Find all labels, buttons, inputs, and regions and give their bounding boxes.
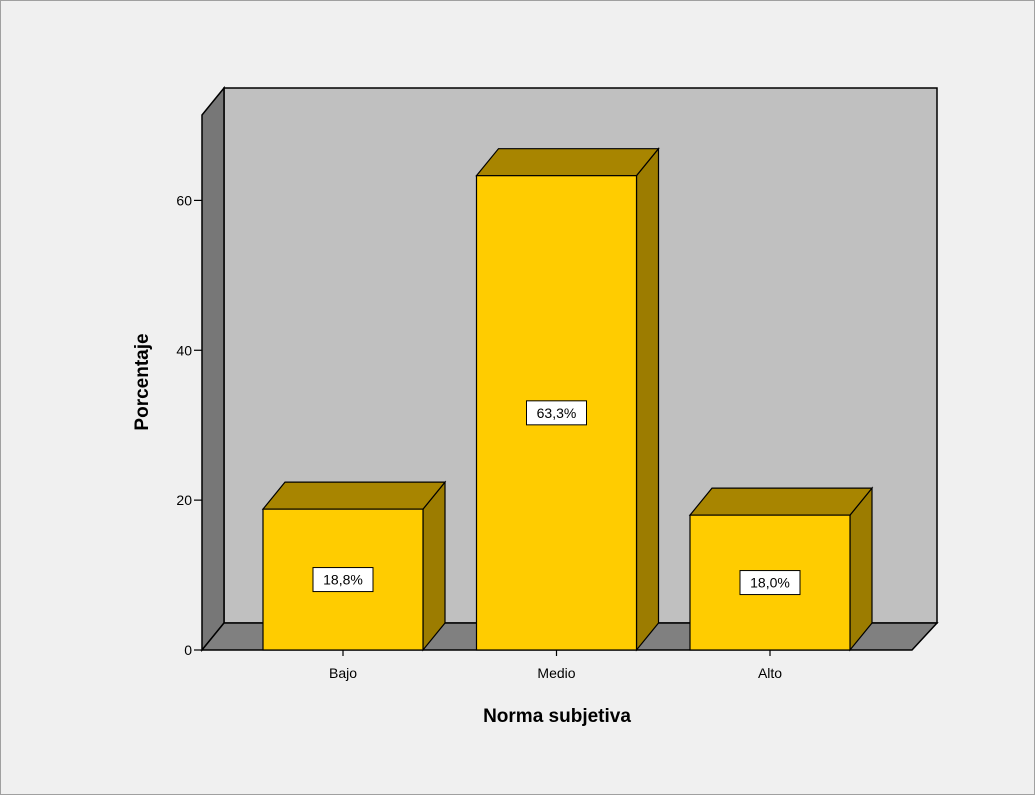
bar-top	[261, 481, 447, 510]
y-tick-label: 0	[184, 642, 192, 658]
bar-side	[849, 486, 873, 652]
data-label: 18,0%	[750, 575, 790, 591]
data-label-box	[739, 570, 801, 596]
data-label: 18,8%	[323, 572, 363, 588]
x-axis: Bajo Medio Alto	[329, 650, 782, 681]
x-tick-label: Alto	[758, 665, 782, 681]
bar-series: 18,8% 63,3% 18,0%	[261, 146, 874, 652]
bar-group: 63,3%	[475, 146, 660, 652]
y-axis-title: Porcentaje	[132, 333, 153, 430]
y-tick-label: 60	[176, 192, 192, 208]
side-wall	[201, 85, 225, 653]
x-tick-label: Medio	[537, 665, 575, 681]
data-label-box	[312, 567, 374, 593]
bar-side	[422, 480, 446, 652]
bar-top	[688, 487, 874, 516]
y-tick-label: 40	[176, 342, 192, 358]
data-label-box	[526, 400, 587, 426]
x-axis-title: Norma subjetiva	[483, 706, 631, 727]
data-label: 63,3%	[537, 405, 577, 421]
bar-side	[635, 146, 660, 652]
y-tick-label: 20	[176, 492, 192, 508]
bar-group: 18,8%	[261, 480, 447, 652]
bar-top	[475, 148, 660, 177]
y-axis: 0 20 40 60	[176, 192, 202, 658]
x-tick-label: Bajo	[329, 665, 357, 681]
bar-group: 18,0%	[688, 486, 874, 652]
